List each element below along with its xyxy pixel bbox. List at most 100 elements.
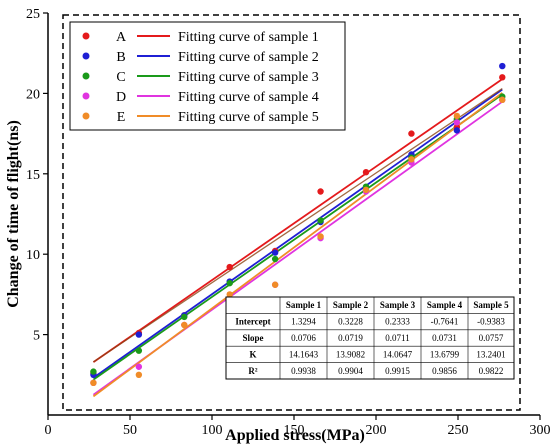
x-tick-label: 50 xyxy=(123,423,137,438)
legend: A Fitting curve of sample 1 B Fitting curve… xyxy=(69,21,346,131)
table-cell: 13.9082 xyxy=(336,349,365,359)
point-C xyxy=(271,255,279,263)
table-cell: 0.9856 xyxy=(432,366,457,376)
table-cell: -0.7641 xyxy=(431,317,459,327)
legend-label-D: D xyxy=(116,90,126,105)
x-tick-label: 250 xyxy=(448,423,469,438)
point-B xyxy=(135,331,143,338)
point-A xyxy=(408,130,415,137)
legend-label-E: E xyxy=(117,110,126,125)
legend-box xyxy=(69,21,346,131)
legend-marker-E xyxy=(82,112,90,120)
point-A xyxy=(317,188,324,195)
x-tick-label: 0 xyxy=(45,423,52,438)
point-C xyxy=(317,217,324,224)
point-E xyxy=(226,291,233,298)
table-cell: 14.0647 xyxy=(383,349,413,359)
table-header-cell: Sample 3 xyxy=(380,300,416,310)
legend-fit-label-B: Fitting curve of sample 2 xyxy=(178,50,319,65)
point-B xyxy=(271,249,279,256)
table-cell: 0.0757 xyxy=(479,333,504,343)
fit-line-sample-5 xyxy=(92,92,503,398)
table-cell: Slope xyxy=(242,333,263,343)
y-tick-label: 5 xyxy=(33,329,40,344)
table-cell: 0.9904 xyxy=(338,366,363,376)
plot-frame xyxy=(62,14,521,411)
point-E xyxy=(135,371,143,378)
table-header-cell: Sample 5 xyxy=(473,300,509,310)
point-C xyxy=(135,347,143,354)
y-tick-label: 25 xyxy=(26,7,40,22)
table-cell: 0.9915 xyxy=(385,366,410,376)
y-ticks: 5 10 15 20 25 xyxy=(26,7,48,344)
x-ticks: 0 50 100 150 200 250 300 xyxy=(45,415,550,438)
point-C xyxy=(90,368,97,375)
fit-line-sample-3 xyxy=(92,93,503,381)
point-A xyxy=(362,168,370,176)
y-tick-label: 20 xyxy=(26,87,40,102)
point-A xyxy=(226,263,233,271)
legend-marker-D xyxy=(82,92,90,100)
legend-fit-label-C: Fitting curve of sample 3 xyxy=(178,70,319,85)
y-tick-label: 15 xyxy=(26,168,40,183)
point-E xyxy=(317,233,324,240)
point-A xyxy=(499,74,506,81)
point-E xyxy=(271,281,279,288)
legend-fit-label-A: Fitting curve of sample 1 xyxy=(178,30,319,45)
data-points xyxy=(90,62,506,387)
point-E xyxy=(181,321,188,329)
table-header-cell: Sample 1 xyxy=(286,300,322,310)
table-cell: 14.1643 xyxy=(289,349,319,359)
point-B xyxy=(499,62,506,70)
legend-fit-label-E: Fitting curve of sample 5 xyxy=(178,110,319,125)
point-D xyxy=(135,363,143,370)
table-cell: 0.0719 xyxy=(338,333,363,343)
point-B xyxy=(453,127,461,134)
table-cell: 0.0711 xyxy=(385,333,409,343)
point-D xyxy=(453,119,461,126)
fit-lines xyxy=(92,78,503,398)
x-axis-title: Applied stress(MPa) xyxy=(225,427,365,444)
table-header-cell: Sample 4 xyxy=(427,300,463,310)
legend-label-B: B xyxy=(116,50,125,65)
legend-marker-A xyxy=(82,32,90,40)
parameter-table: Sample 1 Sample 2 Sample 3 Sample 4 Sample 5… xyxy=(225,296,515,380)
table-cell: 1.3294 xyxy=(291,317,316,327)
point-E xyxy=(408,156,415,163)
legend-label-C: C xyxy=(116,70,125,85)
legend-marker-B xyxy=(82,52,90,60)
table-cell: 13.6799 xyxy=(430,349,460,359)
x-tick-label: 100 xyxy=(202,423,223,438)
y-axis-title: Change of time of flight(ns) xyxy=(5,120,22,308)
table-cell: 0.2333 xyxy=(385,317,410,327)
point-C xyxy=(181,313,188,321)
table-cell: 13.2401 xyxy=(476,349,505,359)
table-box xyxy=(225,296,515,380)
x-tick-label: 300 xyxy=(530,423,550,438)
x-tick-label: 200 xyxy=(366,423,387,438)
fit-line-overlay xyxy=(93,88,503,363)
table-cell: 0.9822 xyxy=(479,366,504,376)
point-E xyxy=(362,186,370,194)
x-tick-label: 150 xyxy=(284,423,305,438)
point-E xyxy=(499,96,506,104)
table-header-cell: Sample 2 xyxy=(333,300,369,310)
legend-label-A: A xyxy=(116,30,127,45)
fit-line-sample-2 xyxy=(92,88,503,379)
table-cell: 0.9938 xyxy=(291,366,316,376)
table-cell: 0.0706 xyxy=(291,333,316,343)
y-tick-label: 10 xyxy=(26,248,40,263)
legend-marker-C xyxy=(82,72,90,80)
table-cell: 0.0731 xyxy=(432,333,457,343)
table-cell: Intercept xyxy=(235,317,270,327)
point-E xyxy=(90,379,97,387)
fit-line-sample-1 xyxy=(92,78,503,363)
table-cell: 0.3228 xyxy=(338,317,363,327)
point-E xyxy=(453,112,461,120)
table-cell: -0.9383 xyxy=(477,317,505,327)
table-cell: K xyxy=(249,349,256,359)
legend-fit-label-D: Fitting curve of sample 4 xyxy=(178,90,319,105)
point-C xyxy=(226,279,233,287)
table-cell: R² xyxy=(248,366,257,376)
